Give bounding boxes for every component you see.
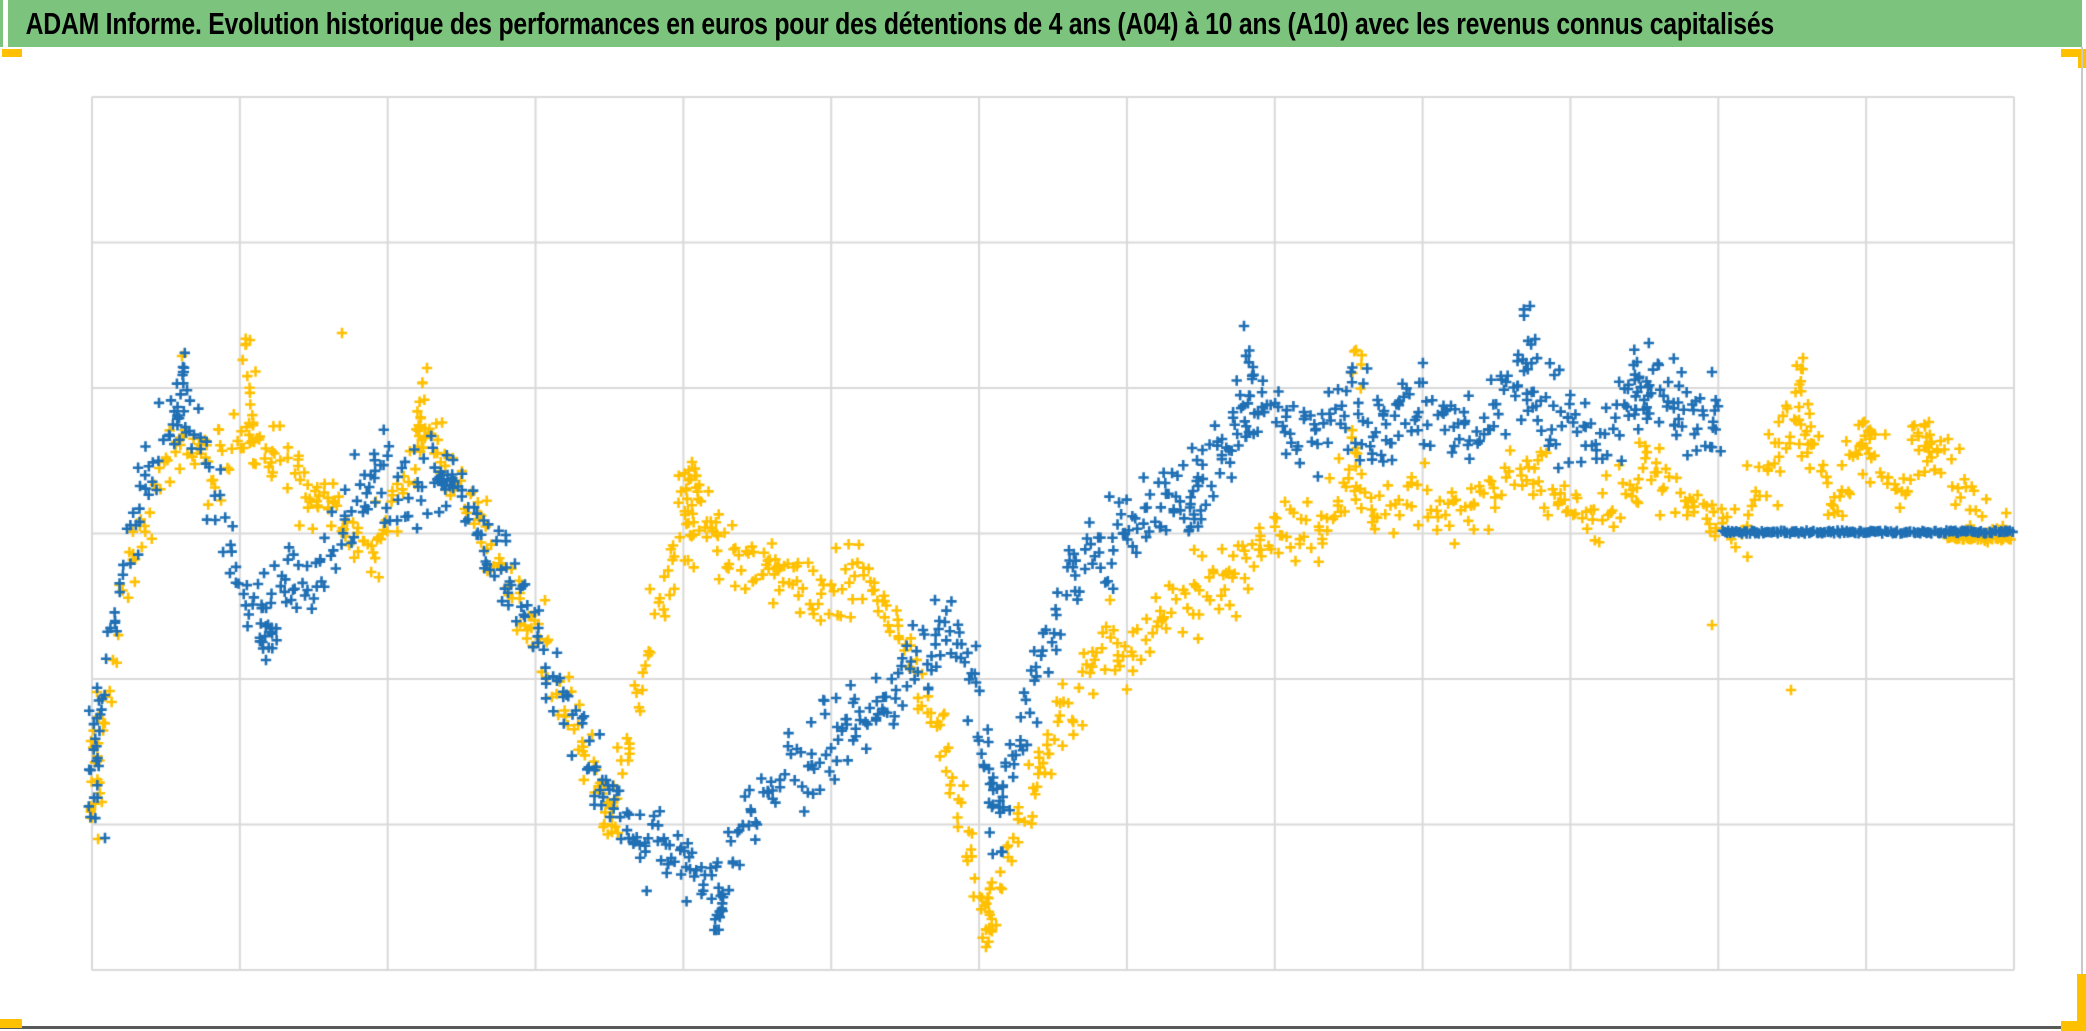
corner-accent-bottom-right-vertical — [2077, 974, 2086, 1031]
right-edge-line — [2081, 47, 2083, 1028]
bottom-border-line — [0, 1026, 2086, 1029]
corner-accent-bottom-right — [2061, 1021, 2086, 1031]
accent-bottom-left — [0, 1019, 22, 1028]
